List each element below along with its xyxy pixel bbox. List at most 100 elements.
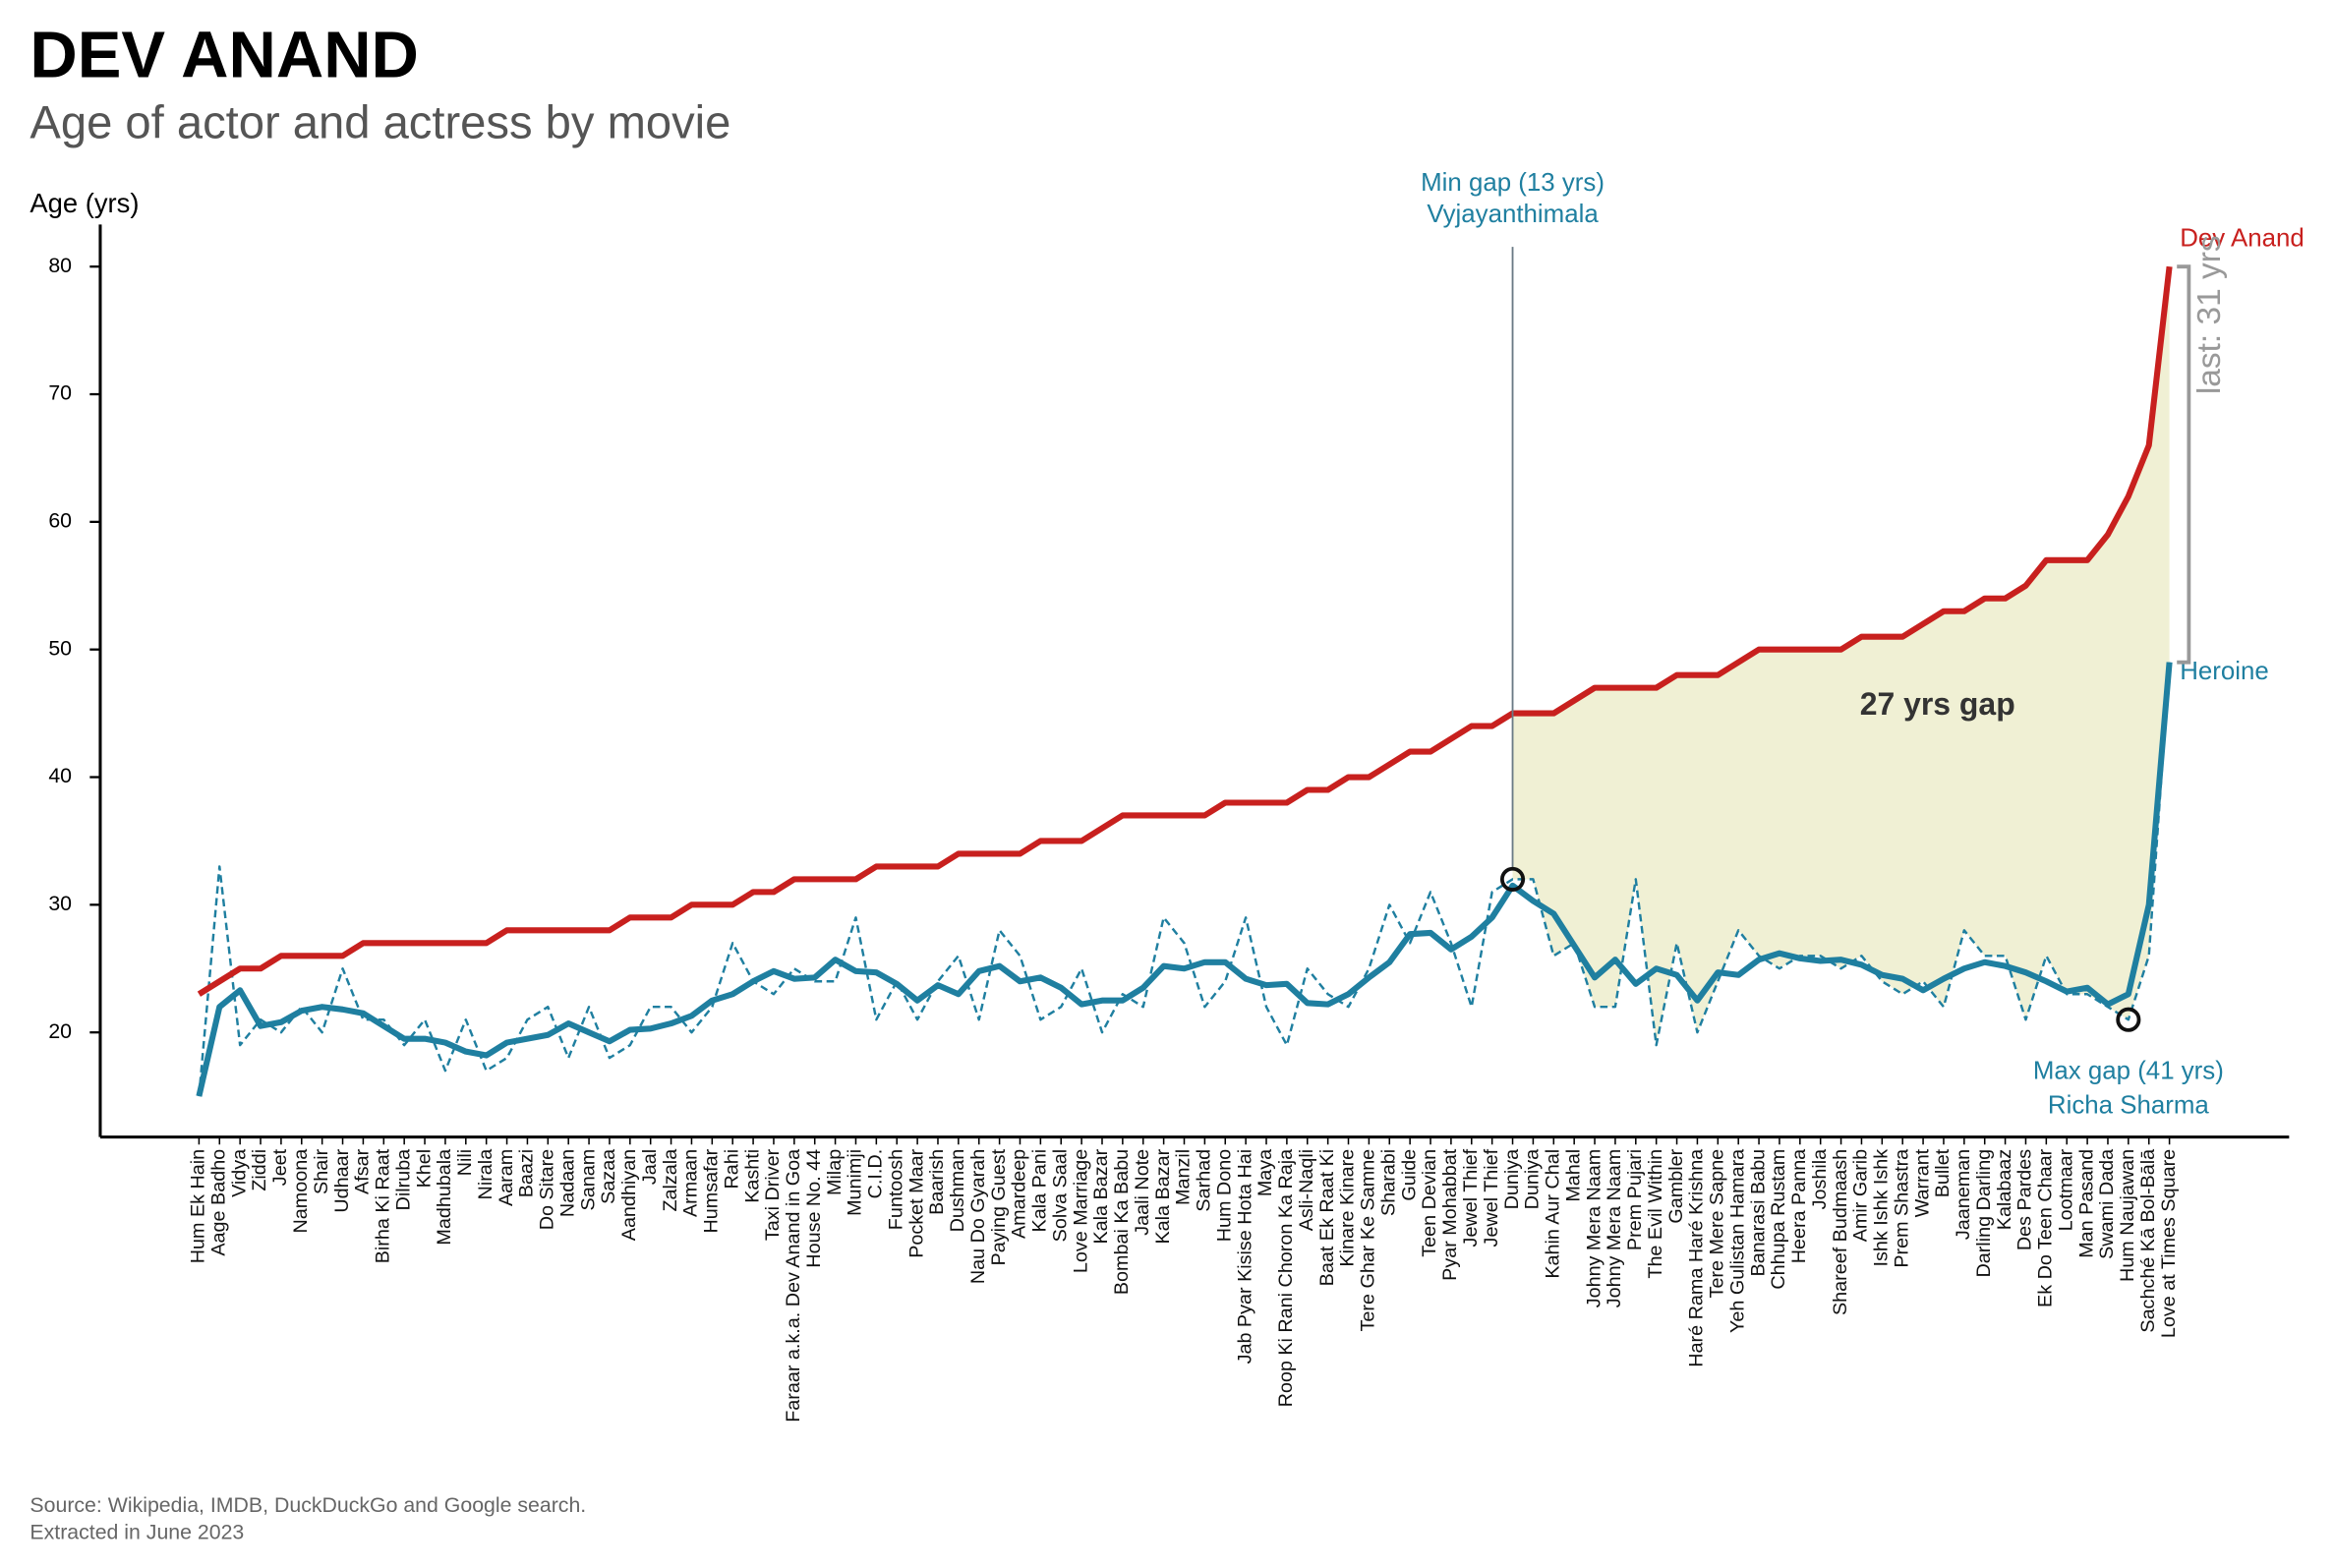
- x-tick-label: Rahi: [721, 1149, 742, 1190]
- x-tick-label: Manzil: [1173, 1149, 1195, 1205]
- x-tick-label: Love Marriage: [1070, 1149, 1091, 1273]
- series-line: [196, 662, 2173, 1097]
- annotation-marker: [1499, 866, 1526, 892]
- x-tick-label: Yeh Gulistan Hamara: [1726, 1149, 1748, 1333]
- x-tick-label: Dilruba: [392, 1149, 414, 1211]
- x-tick-label: Shair: [311, 1148, 332, 1194]
- x-tick-label: Love at Times Square: [2158, 1149, 2180, 1338]
- x-tick-label: Swami Dada: [2096, 1149, 2118, 1259]
- x-tick-label: Roop Ki Rani Choron Ka Raja: [1275, 1149, 1297, 1408]
- x-tick-label: Afsar: [352, 1148, 374, 1194]
- x-tick-label: Warrant: [1911, 1148, 1933, 1217]
- x-tick-label: Amir Garib: [1850, 1149, 1872, 1242]
- x-tick-label: Bombai Ka Babu: [1111, 1149, 1133, 1295]
- x-tick-label: Baazi: [516, 1149, 538, 1197]
- x-tick-label: Khel: [413, 1149, 435, 1189]
- y-tick-label: 40: [48, 764, 72, 787]
- x-tick-label: Haré Rama Haré Krishna: [1686, 1149, 1708, 1367]
- x-tick-label: Jaaneman: [1953, 1149, 1974, 1240]
- x-tick-label: Dushman: [947, 1149, 968, 1233]
- x-tick-label: House No. 44: [803, 1149, 825, 1268]
- x-tick-label: Duniya: [1501, 1149, 1523, 1210]
- y-tick-label: 30: [48, 892, 72, 915]
- x-tick-label: Duniya: [1522, 1149, 1544, 1210]
- chart-title: DEV ANAND: [29, 19, 418, 92]
- y-tick-label: 80: [48, 254, 72, 277]
- x-tick-label: Kashti: [741, 1149, 763, 1203]
- annotation-text: Max gap (41 yrs): [2033, 1057, 2224, 1084]
- x-tick-label: Amardeep: [1009, 1149, 1030, 1239]
- x-tick-label: Sarhad: [1194, 1149, 1215, 1212]
- x-tick-label: Ek Do Teen Chaar: [2035, 1148, 2057, 1307]
- x-tick-label: Sharabi: [1377, 1149, 1399, 1216]
- x-tick-label: Jaali Note: [1132, 1149, 1153, 1236]
- annotation-text: Vyjayanthimala: [1427, 201, 1599, 228]
- x-tick-label: Madhubala: [434, 1149, 455, 1246]
- x-tick-label: Darling Darling: [1973, 1149, 1995, 1278]
- x-tick-label: Hum Naujawan: [2117, 1149, 2138, 1282]
- x-tick-label: Munimji: [845, 1149, 866, 1216]
- x-tick-label: Nadaan: [556, 1149, 578, 1217]
- series-label: Heroine: [2180, 658, 2269, 685]
- source-note: Source: Wikipedia, IMDB, DuckDuckGo and …: [29, 1493, 586, 1517]
- x-tick-label: Funtoosh: [885, 1149, 906, 1230]
- x-tick-label: Faraar a.k.a. Dev Anand in Goa: [783, 1149, 804, 1423]
- x-tick-label: Johny Mera Naam: [1604, 1149, 1625, 1307]
- x-tick-label: Ishk Ishk Ishk: [1871, 1149, 1893, 1267]
- x-tick-label: Teen Devian: [1419, 1149, 1440, 1257]
- gap-label: 27 yrs gap: [1860, 686, 2015, 722]
- last-gap-bracket: [2177, 264, 2191, 665]
- x-tick-label: Man Pasand: [2075, 1149, 2097, 1258]
- x-tick-label: Aandhiyan: [618, 1149, 640, 1241]
- x-tick-label: Baat Ek Raat Ki: [1316, 1149, 1338, 1287]
- x-tick-label: Guide: [1398, 1149, 1420, 1201]
- source-note: Extracted in June 2023: [29, 1521, 244, 1544]
- x-tick-label: Aaram: [496, 1149, 517, 1206]
- last-gap-label: last: 31 yrs: [2191, 235, 2228, 394]
- x-tick-label: Jewel Thief: [1460, 1148, 1482, 1247]
- x-tick-label: Chhupa Rustam: [1768, 1149, 1789, 1290]
- x-tick-label: Maya: [1255, 1149, 1276, 1196]
- x-tick-label: Kala Pani: [1029, 1149, 1051, 1233]
- x-tick-label: Sazaa: [598, 1149, 619, 1204]
- x-tick-label: Sanam: [577, 1149, 599, 1211]
- chart-subtitle: Age of actor and actress by movie: [29, 95, 730, 147]
- x-tick-label: Vidya: [228, 1149, 250, 1197]
- y-tick-label: 60: [48, 508, 72, 532]
- y-tick-label: 50: [48, 636, 72, 660]
- x-tick-label: The Evil Within: [1645, 1149, 1666, 1279]
- x-tick-label: Kalabaaz: [1994, 1149, 2015, 1230]
- x-tick-label: Gambler: [1665, 1148, 1687, 1223]
- x-tick-label: Pocket Maar: [905, 1148, 927, 1257]
- x-tick-label: Baarish: [926, 1149, 948, 1215]
- y-axis-label: Age (yrs): [29, 188, 139, 218]
- x-tick-label: Nili: [454, 1149, 476, 1176]
- x-tick-label: Asli-Naqli: [1296, 1149, 1317, 1231]
- gap-area: [1512, 266, 2170, 1046]
- x-tick-label: Prem Pujari: [1624, 1149, 1646, 1250]
- x-tick-label: C.I.D.: [865, 1149, 887, 1199]
- x-tick-label: Zalzala: [660, 1149, 681, 1212]
- x-tick-label: Ziddi: [249, 1149, 270, 1191]
- x-tick-label: Des Pardes: [2014, 1149, 2036, 1250]
- x-tick-label: Armaan: [680, 1149, 702, 1217]
- x-tick-label: Hum Dono: [1213, 1149, 1235, 1242]
- x-tick-label: Kala Bazar: [1090, 1148, 1112, 1244]
- x-tick-label: Joshila: [1809, 1149, 1831, 1210]
- x-tick-label: Milap: [824, 1149, 846, 1195]
- x-tick-label: Paying Guest: [988, 1148, 1010, 1265]
- x-tick-label: Sachché Kā Bol-Bālā: [2137, 1149, 2159, 1333]
- annotation-marker: [2116, 1007, 2141, 1032]
- x-tick-label: Birha Ki Raat: [373, 1148, 394, 1263]
- x-tick-label: Nau Do Gyarah: [967, 1149, 989, 1284]
- y-tick-label: 70: [48, 381, 72, 405]
- x-tick-label: Jeet: [269, 1148, 291, 1186]
- x-tick-label: Jaal: [639, 1149, 661, 1185]
- y-tick-label: 20: [48, 1019, 72, 1043]
- x-tick-label: Bullet: [1932, 1148, 1954, 1197]
- x-tick-label: Shareef Budmaash: [1830, 1149, 1851, 1315]
- x-tick-label: Taxi Driver: [762, 1148, 784, 1241]
- x-tick-label: Mahal: [1562, 1149, 1584, 1202]
- x-tick-label: Kinare Kinare: [1337, 1149, 1359, 1267]
